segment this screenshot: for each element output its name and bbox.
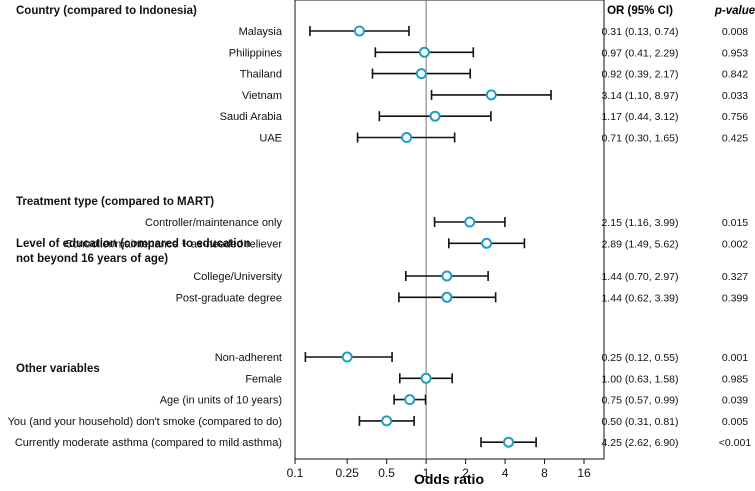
- odds-ratio-marker: [341, 351, 353, 363]
- group-title-line: Level of education (compared to educatio…: [16, 238, 251, 250]
- odds-ratio-marker: [418, 46, 430, 58]
- or-ci-value: 4.25 (2.62, 6.90): [601, 437, 678, 449]
- or-ci-value: 0.31 (0.13, 0.74): [601, 26, 678, 38]
- row-label: Age (in units of 10 years): [160, 395, 282, 407]
- or-ci-value: 1.00 (0.63, 1.58): [601, 373, 678, 385]
- x-tick-label: 16: [577, 466, 591, 480]
- p-value: 0.015: [722, 217, 748, 229]
- p-value: <0.001: [719, 437, 752, 449]
- row-label: Saudi Arabia: [220, 111, 283, 123]
- p-value: 0.001: [722, 352, 748, 364]
- x-tick-label: 8: [541, 466, 548, 480]
- row-label: College/University: [193, 271, 282, 283]
- row-label: Controller/maintenance + as-needed relie…: [65, 238, 283, 250]
- x-tick-label: 4: [502, 466, 509, 480]
- odds-ratio-marker: [404, 394, 416, 406]
- odds-ratio-marker: [441, 270, 453, 282]
- p-value: 0.008: [722, 26, 748, 38]
- or-ci-value: 0.25 (0.12, 0.55): [601, 352, 678, 364]
- odds-ratio-marker: [353, 25, 365, 37]
- row-label: You (and your household) don't smoke (co…: [8, 416, 282, 428]
- row-label: Post-graduate degree: [176, 292, 282, 304]
- p-value: 0.002: [722, 238, 748, 250]
- or-ci-value: 0.71 (0.30, 1.65): [601, 133, 678, 145]
- p-value: 0.039: [722, 395, 748, 407]
- row-label: Malaysia: [239, 26, 283, 38]
- p-value: 0.985: [722, 373, 748, 385]
- p-value: 0.953: [722, 47, 748, 59]
- odds-ratio-marker: [401, 132, 413, 143]
- odds-ratio-marker: [464, 216, 476, 228]
- group-title: Level of education (compared to educatio…: [16, 238, 251, 265]
- odds-ratio-marker: [503, 436, 515, 448]
- x-tick-label: 0.5: [378, 466, 395, 480]
- group-title-line: not beyond 16 years of age): [16, 253, 168, 265]
- odds-ratio-marker: [381, 415, 393, 427]
- p-column-header: p-value: [714, 5, 755, 17]
- or-ci-value: 0.75 (0.57, 0.99): [601, 395, 678, 407]
- or-ci-value: 1.44 (0.70, 2.97): [601, 271, 678, 283]
- odds-ratio-marker: [429, 110, 441, 122]
- p-value: 0.033: [722, 90, 748, 102]
- odds-ratio-marker: [485, 89, 497, 101]
- row-label: Controller/maintenance only: [145, 217, 282, 229]
- row-label: UAE: [259, 133, 282, 145]
- p-value: 0.327: [722, 271, 748, 283]
- group-title: Treatment type (compared to MART): [16, 196, 214, 208]
- or-ci-value: 1.17 (0.44, 3.12): [601, 111, 678, 123]
- odds-ratio-marker: [420, 372, 432, 384]
- p-value: 0.756: [722, 111, 748, 123]
- row-label: Currently moderate asthma (compared to m…: [15, 437, 282, 449]
- or-ci-value: 3.14 (1.10, 8.97): [601, 90, 678, 102]
- x-tick-label: 1: [423, 466, 430, 480]
- odds-ratio-marker: [481, 237, 493, 249]
- x-axis-label: Odds ratio: [414, 471, 484, 487]
- or-ci-value: 2.15 (1.16, 3.99): [601, 217, 678, 229]
- row-label: Female: [245, 373, 282, 385]
- p-value: 0.399: [722, 292, 748, 304]
- group-title: Country (compared to Indonesia): [16, 5, 197, 17]
- or-ci-value: 0.92 (0.39, 2.17): [601, 69, 678, 81]
- or-ci-value: 2.89 (1.49, 5.62): [601, 238, 678, 250]
- p-value: 0.425: [722, 133, 748, 145]
- group-title: Other variables: [16, 363, 100, 375]
- row-label: Philippines: [229, 47, 283, 59]
- odds-ratio-marker: [415, 68, 427, 80]
- x-tick-label: 0.1: [287, 466, 304, 480]
- p-value: 0.005: [722, 416, 748, 428]
- x-tick-label: 2: [462, 466, 469, 480]
- row-label: Vietnam: [242, 90, 282, 102]
- or-ci-value: 0.50 (0.31, 0.81): [601, 416, 678, 428]
- x-tick-label: 0.25: [335, 466, 359, 480]
- row-label: Non-adherent: [215, 352, 282, 364]
- or-ci-value: 1.44 (0.62, 3.39): [601, 292, 678, 304]
- row-label: Thailand: [240, 69, 282, 81]
- or-ci-value: 0.97 (0.41, 2.29): [601, 47, 678, 59]
- odds-ratio-marker: [441, 291, 453, 303]
- chart-marks: 0.1 0.25 0.5 1 2 4 8 16 Country (compared to Ind…: [8, 5, 752, 480]
- or-column-header: OR (95% CI): [607, 5, 673, 17]
- plot-frame: [294, 0, 605, 460]
- p-value: 0.842: [722, 69, 748, 81]
